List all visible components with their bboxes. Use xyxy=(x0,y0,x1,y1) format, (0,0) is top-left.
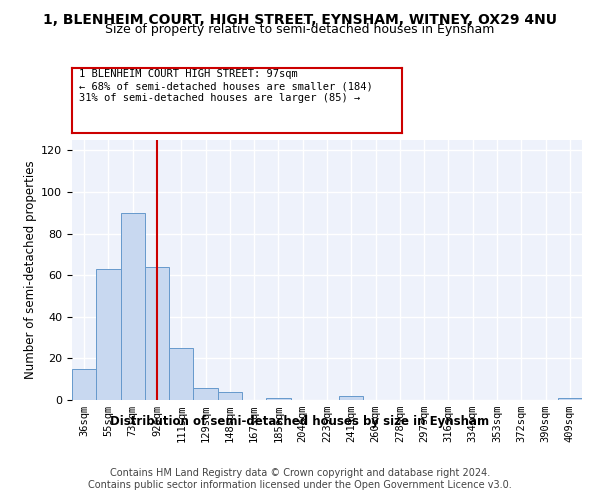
Text: 1, BLENHEIM COURT, HIGH STREET, EYNSHAM, WITNEY, OX29 4NU: 1, BLENHEIM COURT, HIGH STREET, EYNSHAM,… xyxy=(43,12,557,26)
Y-axis label: Number of semi-detached properties: Number of semi-detached properties xyxy=(24,160,37,380)
Text: Distribution of semi-detached houses by size in Eynsham: Distribution of semi-detached houses by … xyxy=(110,415,490,428)
Bar xyxy=(72,369,96,400)
Bar xyxy=(218,392,242,400)
Bar xyxy=(121,213,145,400)
Bar xyxy=(169,348,193,400)
Text: 1 BLENHEIM COURT HIGH STREET: 97sqm
← 68% of semi-detached houses are smaller (1: 1 BLENHEIM COURT HIGH STREET: 97sqm ← 68… xyxy=(79,70,373,102)
Bar xyxy=(339,396,364,400)
Bar xyxy=(558,398,582,400)
Bar xyxy=(145,267,169,400)
Text: Size of property relative to semi-detached houses in Eynsham: Size of property relative to semi-detach… xyxy=(106,22,494,36)
Bar xyxy=(266,398,290,400)
Bar xyxy=(193,388,218,400)
Bar xyxy=(96,269,121,400)
Text: Contains HM Land Registry data © Crown copyright and database right 2024.
Contai: Contains HM Land Registry data © Crown c… xyxy=(88,468,512,490)
